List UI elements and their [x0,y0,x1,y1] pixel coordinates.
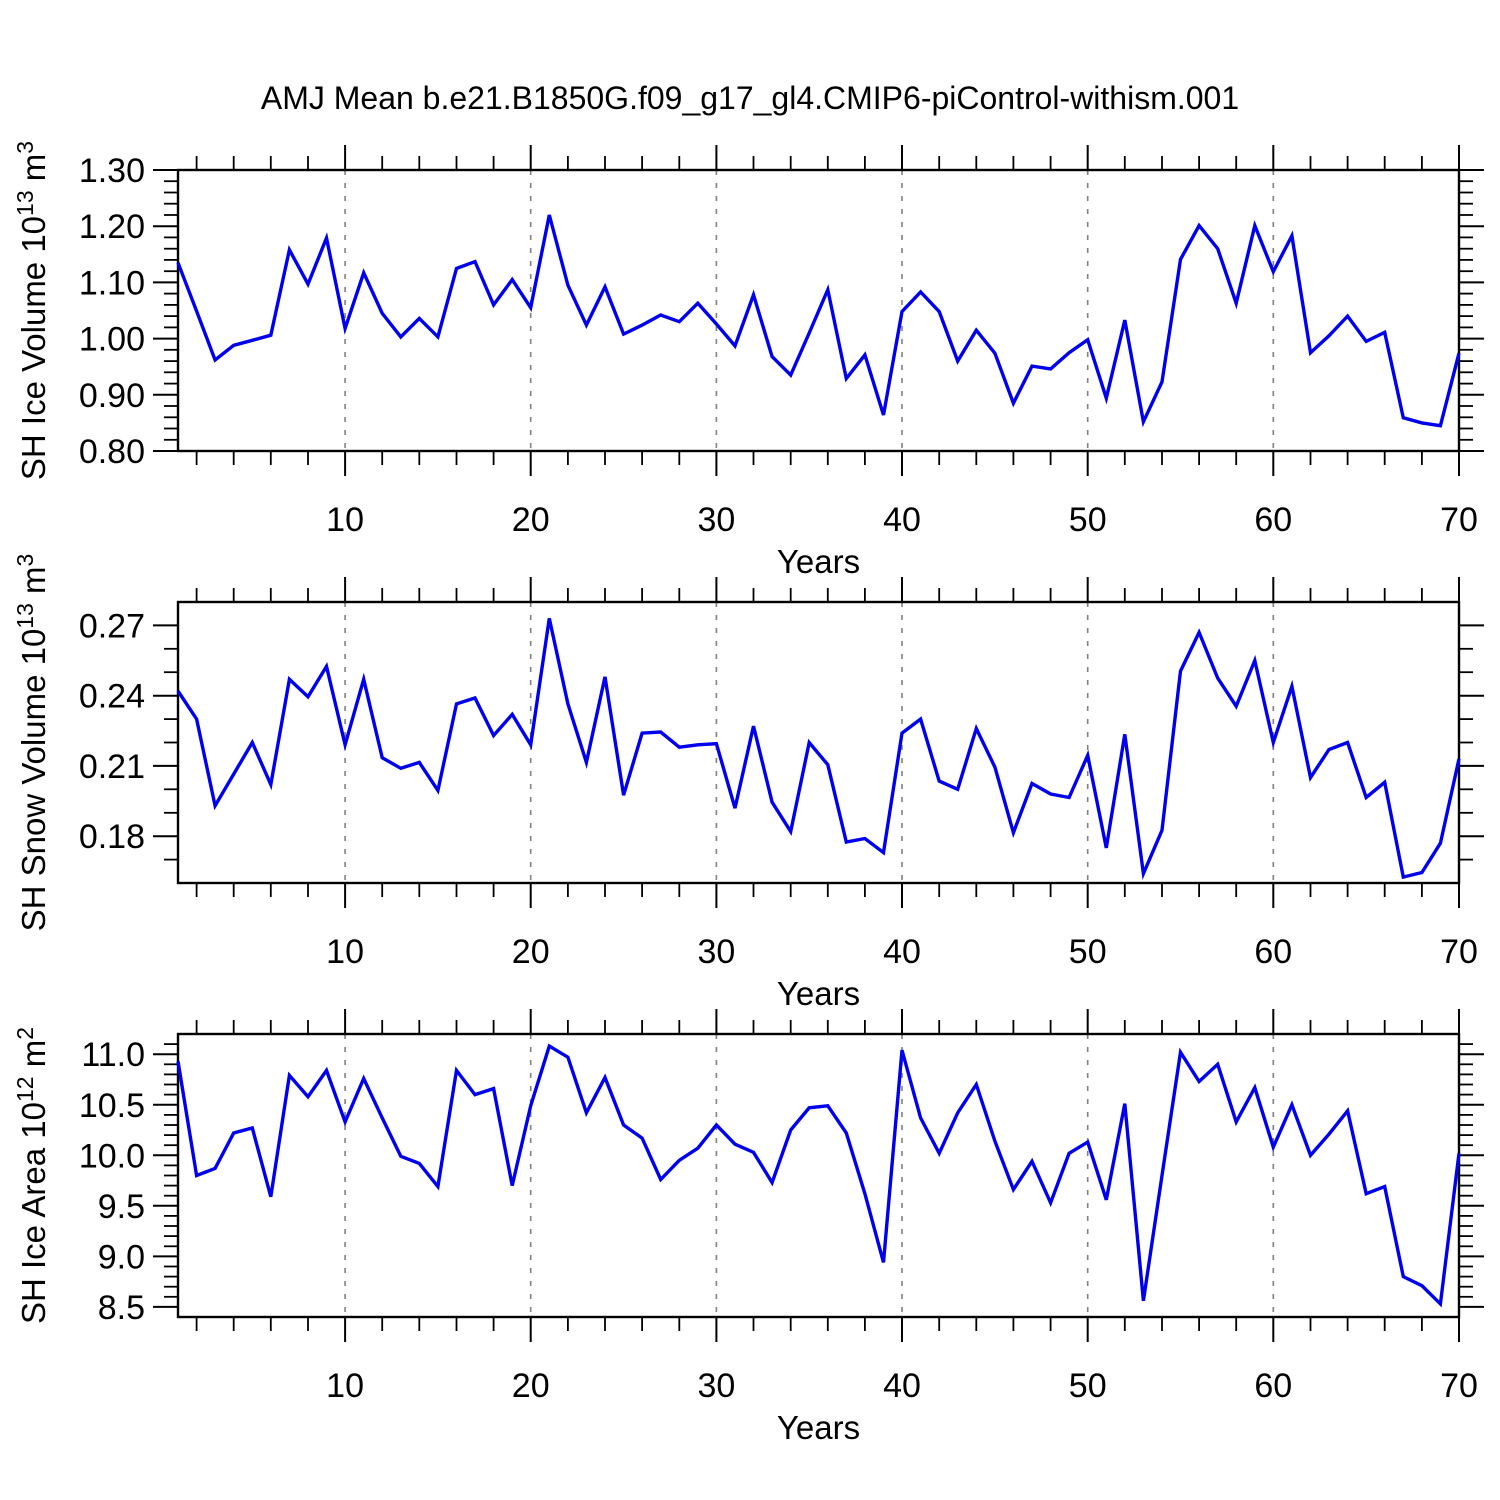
x-axis-tick-label: 60 [1254,1367,1292,1405]
chart-title: AMJ Mean b.e21.B1850G.f09_g17_gl4.CMIP6-… [260,80,1240,116]
y-axis-tick-label: 8.5 [98,1289,145,1327]
x-axis-tick-label: 70 [1440,501,1478,539]
y-axis-tick-label: 0.24 [79,678,145,716]
y-axis-tick-label: 10.5 [79,1087,145,1125]
y-axis-tick-label: 9.5 [98,1188,145,1226]
x-axis-tick-label: 50 [1069,501,1107,539]
x-axis-tick-label: 20 [512,1367,550,1405]
y-axis-tick-label: 0.27 [79,607,145,645]
x-axis-tick-label: 60 [1254,501,1292,539]
y-axis-tick-label: 1.00 [79,321,145,359]
y-axis-tick-label: 0.80 [79,433,145,471]
y-axis-tick-label: 1.10 [79,264,145,302]
panel-sh-snow-volume: 10 20 30 40 50 60 70 0.18 0.21 0.24 0.27 Years SH Sn… [12,554,1484,1012]
panel-sh-ice-area: 10 20 30 40 50 60 70 8.5 9.0 9.5 10.0 10.5 11.0 Years… [12,1009,1484,1446]
x-axis-tick-label: 60 [1254,933,1292,971]
axis-box [176,600,1461,885]
y-axis-tick-label: 1.30 [79,152,145,190]
x-axis-tick-label: 20 [512,501,550,539]
x-axis-tick-label: 50 [1069,1367,1107,1405]
x-axis-title: Years [777,975,860,1012]
data-line [176,1043,1461,1308]
y-axis-tick-label: 1.20 [79,208,145,246]
x-axis-tick-label: 30 [697,1367,735,1405]
x-axis-title: Years [777,543,860,580]
x-axis-tick-label: 10 [326,933,364,971]
y-axis-title: SH Ice Area 1012 m2 [12,1027,52,1324]
x-axis-tick-label: 30 [697,501,735,539]
x-axis-tick-label: 70 [1440,1367,1478,1405]
y-axis-tick-label: 10.0 [79,1137,145,1175]
y-axis-title: SH Ice Volume 1013 m3 [12,141,52,480]
x-axis-tick-label: 50 [1069,933,1107,971]
x-axis-title: Years [777,1409,860,1446]
y-axis-tick-label: 0.18 [79,818,145,856]
x-axis-tick-label: 40 [883,1367,921,1405]
data-line [176,214,1461,428]
y-axis-tick-label: 9.0 [98,1238,145,1276]
data-line [176,618,1461,880]
axis-box [176,1032,1461,1319]
y-axis-title: SH Snow Volume 1013 m3 [12,554,52,932]
x-axis-tick-label: 20 [512,933,550,971]
axis-box [176,168,1461,453]
y-axis-tick-label: 11.0 [81,1036,145,1074]
x-axis-tick-label: 10 [326,1367,364,1405]
x-axis-tick-label: 30 [697,933,735,971]
x-axis-tick-label: 70 [1440,933,1478,971]
x-axis-tick-label: 40 [883,501,921,539]
y-axis-tick-label: 0.21 [79,748,145,786]
panel-sh-ice-volume: 10 20 30 40 50 60 70 0.80 0.90 1.00 1.10 1.20 1.30 Ye… [12,141,1484,580]
x-axis-tick-label: 10 [326,501,364,539]
x-axis-tick-label: 40 [883,933,921,971]
y-axis-tick-label: 0.90 [79,377,145,415]
